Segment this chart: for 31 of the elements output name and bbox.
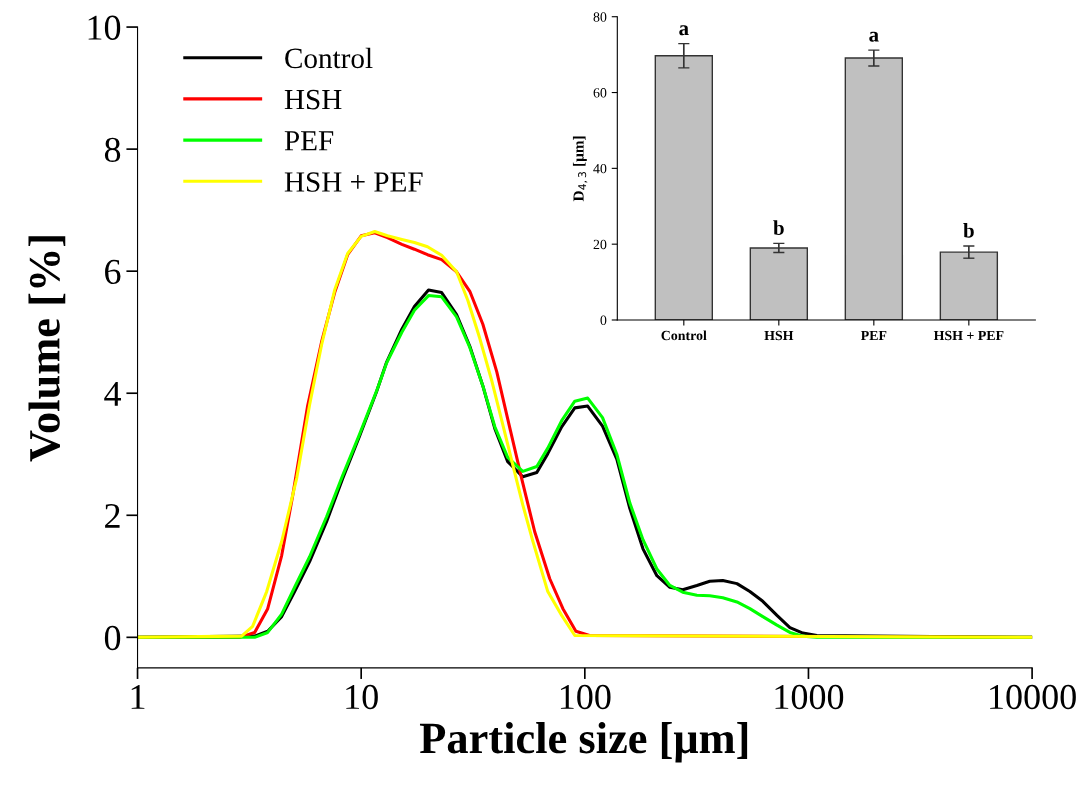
y-axis-title: D$_{4,3}$ [μm] <box>572 136 588 202</box>
x-tick-label: 10000 <box>990 684 1076 710</box>
legend-label: PEF <box>284 131 334 151</box>
legend-label: HSH <box>284 89 342 110</box>
y-tick-label: 0 <box>104 625 121 651</box>
legend-label: Control <box>285 47 373 69</box>
x-tick-label: PEF <box>860 330 887 341</box>
y-tick-label: 0 <box>600 315 607 325</box>
x-tick-label: HSH + PEF <box>933 330 1004 341</box>
y-tick-label: 20 <box>593 239 607 250</box>
x-tick-label: 1 <box>131 685 145 709</box>
y-tick-label: 2 <box>105 503 120 528</box>
legend-label: HSH + PEF <box>284 172 423 192</box>
y-tick-label: 10 <box>88 15 121 40</box>
annotation: a <box>869 31 879 42</box>
x-axis-title: Particle size [μm] <box>419 722 748 763</box>
y-tick-label: 80 <box>593 12 607 22</box>
annotation: b <box>963 223 974 238</box>
annotation: b <box>773 220 784 236</box>
x-tick-label: HSH <box>764 330 794 341</box>
x-tick-label: 100 <box>560 684 611 710</box>
x-tick-label: 1000 <box>775 684 844 710</box>
annotation: a <box>679 25 689 36</box>
y-tick-label: 60 <box>593 88 607 98</box>
y-tick-label: 8 <box>104 137 121 162</box>
x-tick-label: Control <box>661 330 707 341</box>
y-tick-label: 4 <box>104 381 121 406</box>
y-axis-title: Volume [%] <box>28 236 66 462</box>
x-tick-label: 10 <box>346 684 378 710</box>
y-tick-label: 40 <box>593 163 607 174</box>
y-tick-label: 6 <box>105 259 121 285</box>
